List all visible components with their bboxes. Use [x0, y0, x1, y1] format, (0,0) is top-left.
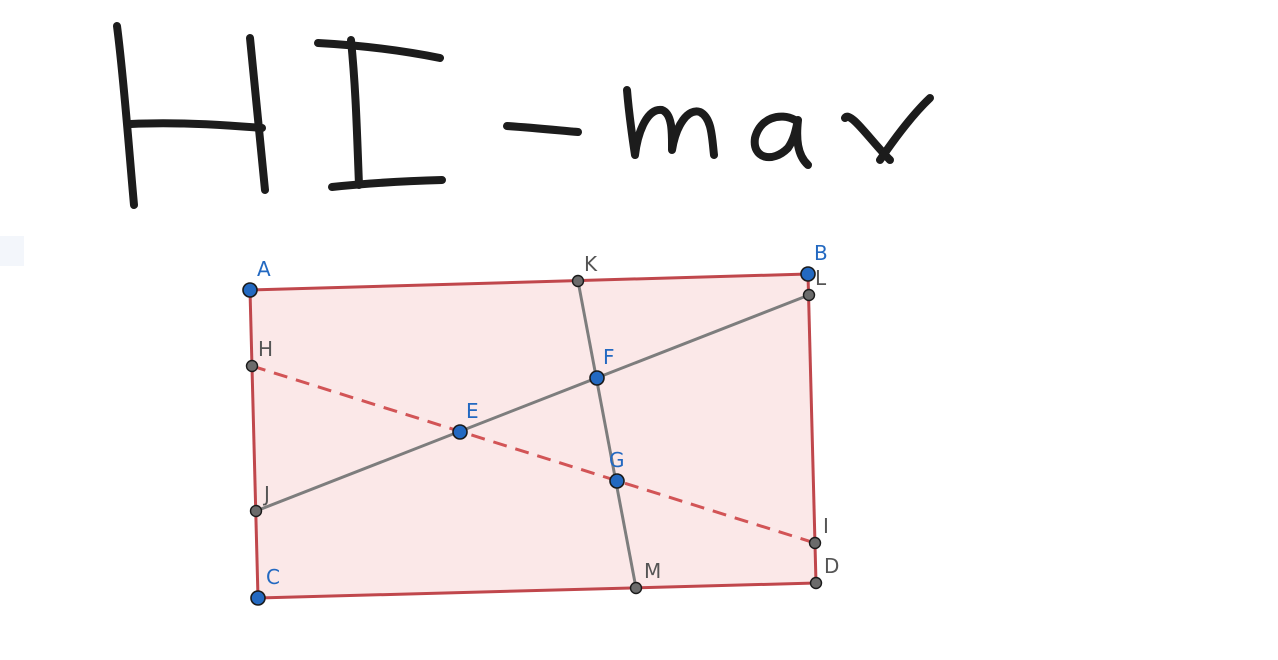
- edge-ca[interactable]: [248, 289, 260, 599]
- point-b[interactable]: [800, 266, 816, 282]
- point-e[interactable]: [452, 424, 468, 440]
- point-i[interactable]: [808, 536, 822, 550]
- point-l[interactable]: [802, 288, 816, 302]
- point-h[interactable]: [245, 359, 259, 373]
- point-label-a: A: [257, 257, 271, 281]
- panel-toggle-tab[interactable]: [0, 236, 24, 266]
- point-a[interactable]: [242, 282, 258, 298]
- point-label-j: J: [262, 482, 270, 506]
- point-label-i: I: [823, 514, 829, 538]
- edge-bd[interactable]: [806, 273, 818, 584]
- segment-km[interactable]: [576, 280, 638, 589]
- point-m[interactable]: [629, 581, 643, 595]
- edge-ab[interactable]: [249, 272, 809, 292]
- segment-hi[interactable]: [251, 364, 816, 545]
- point-f[interactable]: [589, 370, 605, 386]
- point-g[interactable]: [609, 473, 625, 489]
- point-label-l: L: [815, 266, 827, 290]
- point-label-d: D: [824, 554, 839, 578]
- point-label-c: C: [266, 565, 280, 589]
- point-c[interactable]: [250, 590, 266, 606]
- segment-jl[interactable]: [255, 293, 810, 513]
- handwritten-heading: [113, 22, 934, 209]
- point-k[interactable]: [571, 274, 585, 288]
- point-label-b: B: [814, 241, 828, 265]
- rectangle-abdc[interactable]: [250, 274, 816, 598]
- point-label-m: M: [644, 559, 661, 583]
- edge-dc[interactable]: [257, 581, 817, 600]
- point-d[interactable]: [809, 576, 823, 590]
- point-label-e: E: [466, 399, 479, 423]
- point-label-h: H: [258, 337, 273, 361]
- point-label-g: G: [609, 448, 625, 472]
- point-j[interactable]: [249, 504, 263, 518]
- point-label-k: K: [584, 252, 598, 276]
- point-label-f: F: [603, 345, 615, 369]
